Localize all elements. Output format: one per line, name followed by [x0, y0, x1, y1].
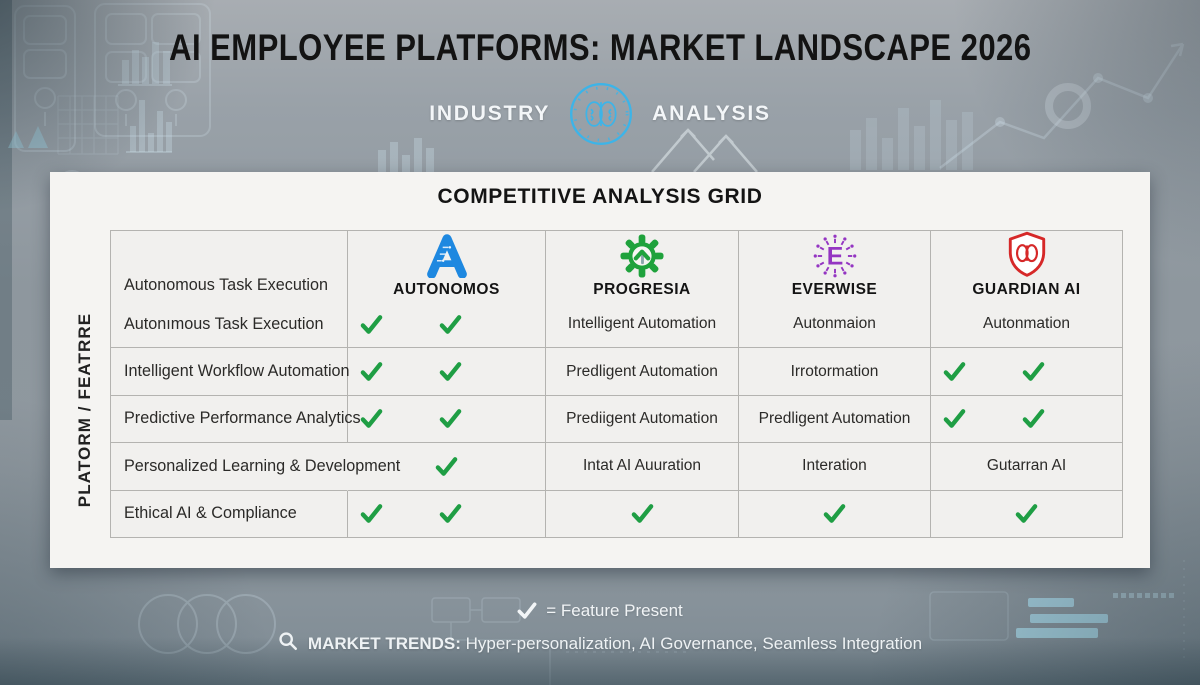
check-icon [360, 314, 383, 335]
trends-rest: Hyper-personalization, AI Governance, Se… [460, 633, 923, 653]
table-row: Autonımous Task Execution Intelligent Aut… [111, 301, 1123, 349]
value-cell [348, 443, 546, 491]
check-icon [439, 314, 462, 335]
card-title: COMPETITIVE ANALYSIS GRID [437, 185, 763, 208]
platform-name: EVERWISE [791, 281, 878, 298]
check-icon [360, 408, 383, 429]
industry-analysis-banner: INDUSTRY ANALYSIS [0, 81, 1200, 147]
market-trends: MARKET TRENDS: Hyper-personalization, AI… [0, 631, 1200, 656]
legend: = Feature Present [0, 601, 1200, 621]
guardian-logo-icon [1006, 231, 1048, 278]
feature-cell: Autonımous Task Execution [111, 301, 348, 349]
value-cell [546, 490, 739, 538]
table-row: Personalized Learning & Development Intat… [111, 443, 1123, 491]
value-cell [348, 490, 546, 538]
cell-text: Predligent Automation [758, 409, 911, 427]
check-icon [360, 361, 383, 382]
value-cell: Intelligent Automation [546, 301, 739, 349]
check-icon [435, 456, 458, 477]
cell-text: Interation [802, 457, 867, 475]
platform-header-autonomos: AUTONOMOS [348, 231, 546, 309]
check-icon [943, 361, 966, 382]
check-icon [631, 503, 654, 524]
value-cell [931, 490, 1123, 538]
autonomos-logo-icon [424, 234, 470, 278]
banner-word-left: INDUSTRY [429, 102, 551, 125]
feature-cell: Ethical AI & Compliance [111, 490, 348, 538]
check-icon [517, 602, 537, 620]
competitive-table: Autonomous Task Execution AUTONOMOS PROGRE… [110, 230, 1123, 538]
table-row: Ethical AI & Compliance [111, 490, 1123, 538]
value-cell: Interation [739, 443, 931, 491]
platform-name: GUARDIAN AI [972, 281, 1081, 298]
feature-cell: Predictive Performance Analytics [111, 395, 361, 444]
value-cell [348, 348, 546, 396]
check-icon [439, 361, 462, 382]
table-row: Intelligent Workflow Automation Predligen… [111, 348, 1123, 396]
cell-text: Irrotormation [790, 362, 879, 380]
check-icon [1022, 408, 1045, 429]
cell-text: Autonmaion [793, 315, 876, 333]
value-cell: Irrotormation [739, 348, 931, 396]
value-cell: Predligent Automation [739, 395, 931, 444]
feature-header-cell: Autonomous Task Execution [111, 231, 348, 309]
analysis-card: COMPETITIVE ANALYSIS GRID PLATORM / FEAT… [50, 172, 1150, 568]
check-icon [823, 503, 846, 524]
svg-text:E: E [826, 243, 843, 271]
value-cell [348, 301, 546, 349]
value-cell: Autonmaion [739, 301, 931, 349]
page-title-text: AI EMPLOYEE PLATFORMS: MARKET LANDSCAPE … [168, 27, 1032, 68]
value-cell [739, 490, 931, 538]
cell-text: Predligent Automation [566, 362, 718, 380]
market-trends-text: MARKET TRENDS: Hyper-personalization, AI… [308, 634, 922, 654]
value-cell: Autonmation [931, 301, 1123, 349]
cell-text: Prediigent Automation [566, 409, 718, 427]
check-icon [439, 503, 462, 524]
value-cell [348, 395, 546, 444]
feature-cell: Intelligent Workflow Automation [111, 348, 350, 396]
cell-text: Intelligent Automation [567, 315, 717, 333]
vertical-axis-label: PLATORM / FEATRRE [75, 312, 94, 508]
brain-badge-icon [568, 81, 634, 147]
feature-cell: Personalized Learning & Development [111, 443, 400, 491]
platform-name: AUTONOMOS [393, 281, 500, 298]
cell-text: Intat AI Auuration [582, 457, 702, 475]
value-cell: Intat AI Auuration [546, 443, 739, 491]
value-cell [931, 348, 1123, 396]
page-title: AI EMPLOYEE PLATFORMS: MARKET LANDSCAPE … [0, 27, 1200, 69]
value-cell: Gutarran AI [931, 443, 1123, 491]
cell-text: Gutarran AI [986, 457, 1067, 475]
value-cell: Predligent Automation [546, 348, 739, 396]
table-row: Predictive Performance Analytics Prediige… [111, 395, 1123, 444]
banner-word-right: ANALYSIS [652, 102, 771, 125]
progresia-logo-icon [620, 234, 664, 278]
platform-header-guardian: GUARDIAN AI [931, 231, 1123, 309]
table-header-row: Autonomous Task Execution AUTONOMOS PROGRE… [111, 231, 1123, 309]
check-icon [1022, 361, 1045, 382]
check-icon [1015, 503, 1038, 524]
value-cell: Prediigent Automation [546, 395, 739, 444]
check-icon [360, 503, 383, 524]
platform-header-progresia: PROGRESIA [546, 231, 739, 309]
value-cell [931, 395, 1123, 444]
everwise-logo-icon: E [813, 234, 857, 278]
cell-text: Autonmation [982, 315, 1071, 333]
check-icon [943, 408, 966, 429]
check-icon [439, 408, 462, 429]
trends-label: MARKET TRENDS: [307, 633, 461, 653]
platform-name: PROGRESIA [593, 281, 691, 298]
legend-text: = Feature Present [546, 601, 683, 620]
platform-header-everwise: E EVERWISE [739, 231, 931, 309]
search-icon [278, 631, 298, 656]
